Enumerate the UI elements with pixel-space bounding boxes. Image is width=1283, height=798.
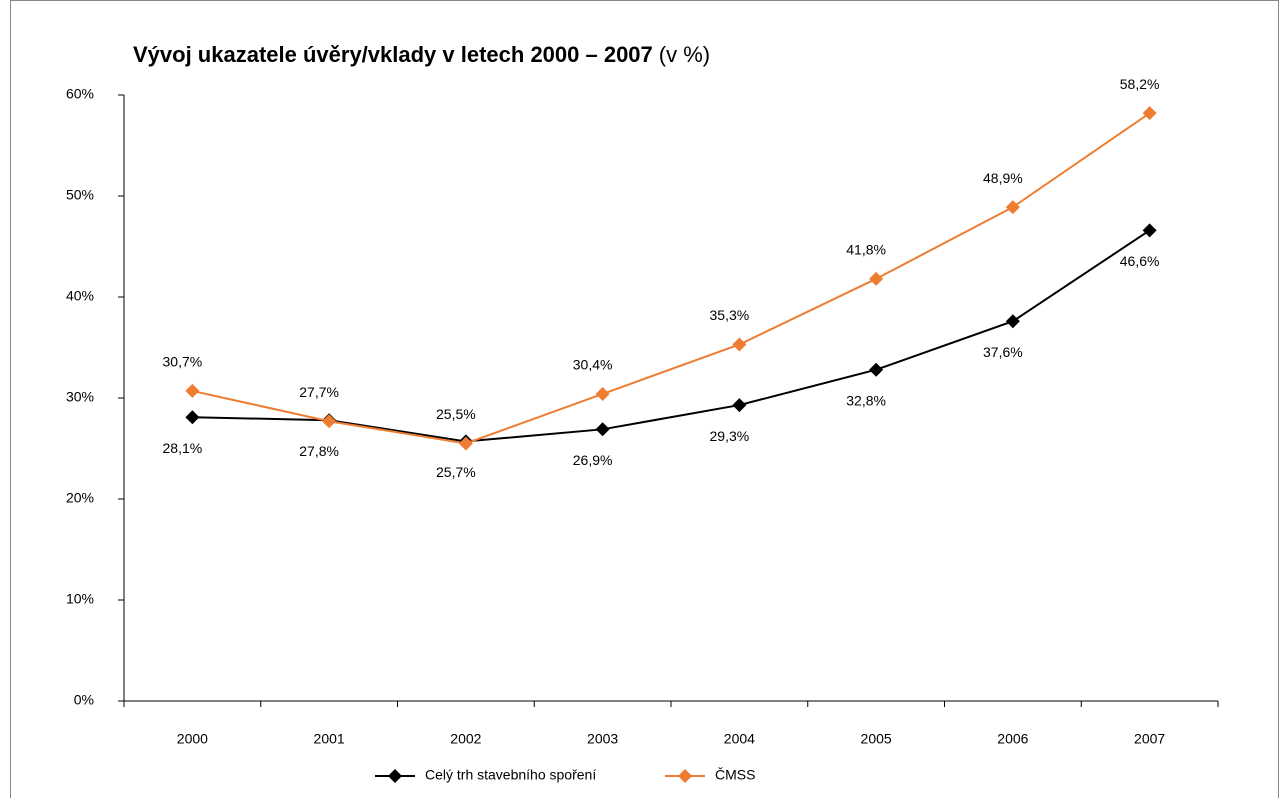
series-marker (1142, 106, 1157, 121)
value-label: 25,7% (436, 464, 476, 480)
value-label: 32,8% (846, 392, 886, 408)
series-line (192, 229, 1151, 443)
value-label: 41,8% (846, 242, 886, 258)
x-tick-label: 2006 (997, 731, 1028, 747)
series-marker (732, 398, 747, 413)
series-marker (869, 362, 884, 377)
series-marker (732, 337, 747, 352)
value-label: 37,6% (983, 344, 1023, 360)
series-marker (595, 386, 610, 401)
unit-label: (v %) (659, 42, 710, 67)
value-label: 46,6% (1120, 253, 1160, 269)
y-tick-label: 20% (66, 490, 94, 506)
value-label: 28,1% (163, 440, 203, 456)
x-tick-label: 2003 (587, 731, 618, 747)
legend-marker (388, 769, 402, 783)
x-tick-label: 2005 (861, 731, 892, 747)
value-label: 30,7% (163, 354, 203, 370)
legend-label: Celý trh stavebního spoření (425, 767, 596, 783)
series-marker (1005, 314, 1020, 329)
y-tick-label: 0% (74, 692, 94, 708)
y-tick-label: 60% (66, 86, 94, 102)
series-marker (869, 271, 884, 286)
series-marker (1005, 200, 1020, 215)
value-label: 30,4% (573, 357, 613, 373)
series-marker (1142, 223, 1157, 238)
x-tick-label: 2007 (1134, 731, 1165, 747)
value-label: 29,3% (710, 428, 750, 444)
frame (10, 0, 1279, 798)
legend-label: ČMSS (715, 767, 755, 783)
title-text: Vývoj ukazatele úvěry/vklady v letech 20… (133, 42, 653, 67)
y-tick-label: 10% (66, 591, 94, 607)
legend-marker (678, 769, 692, 783)
value-label: 25,5% (436, 406, 476, 422)
x-tick-label: 2000 (177, 731, 208, 747)
series-marker (185, 383, 200, 398)
series-marker (458, 436, 473, 451)
value-label: 48,9% (983, 170, 1023, 186)
x-tick-label: 2004 (724, 731, 755, 747)
x-tick-label: 2001 (314, 731, 345, 747)
x-tick-label: 2002 (450, 731, 481, 747)
series-marker (185, 410, 200, 425)
value-label: 27,8% (299, 443, 339, 459)
y-tick-label: 30% (66, 389, 94, 405)
y-tick-label: 40% (66, 288, 94, 304)
series-marker (322, 414, 337, 429)
series-marker (595, 422, 610, 437)
value-label: 35,3% (710, 307, 750, 323)
y-tick-label: 50% (66, 187, 94, 203)
chart-title: Vývoj ukazatele úvěry/vklady v letech 20… (133, 42, 710, 67)
value-label: 27,7% (299, 384, 339, 400)
value-label: 26,9% (573, 452, 613, 468)
value-label: 58,2% (1120, 76, 1160, 92)
series-line (192, 112, 1151, 445)
